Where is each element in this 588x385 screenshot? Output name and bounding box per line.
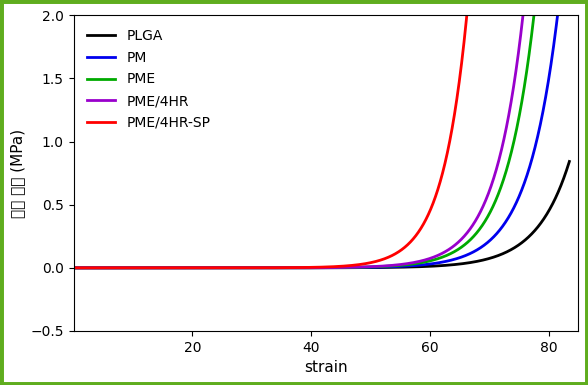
Y-axis label: 압축 강도 (MPa): 압축 강도 (MPa) <box>10 129 25 218</box>
PME/4HR <box>70 266 77 270</box>
PME/4HR-SP <box>301 265 308 270</box>
PME <box>449 251 456 255</box>
PLGA <box>70 266 77 270</box>
PM <box>305 266 312 270</box>
PLGA <box>551 197 558 202</box>
Line: PM: PM <box>74 16 557 268</box>
PM <box>292 266 299 270</box>
PME <box>95 266 102 270</box>
PME/4HR <box>302 265 309 270</box>
PM <box>95 266 102 270</box>
PM <box>540 107 547 111</box>
PME <box>70 266 77 270</box>
PME/4HR <box>290 266 297 270</box>
PME/4HR-SP <box>444 149 451 154</box>
PLGA <box>298 266 305 270</box>
PME/4HR <box>94 266 101 270</box>
PME/4HR-SP <box>94 266 101 270</box>
PLGA <box>460 261 467 266</box>
PM <box>554 13 561 18</box>
PLGA <box>566 159 573 164</box>
PLGA <box>552 197 559 201</box>
PLGA <box>311 266 318 270</box>
Legend: PLGA, PM, PME, PME/4HR, PME/4HR-SP: PLGA, PM, PME, PME/4HR, PME/4HR-SP <box>81 22 217 137</box>
X-axis label: strain: strain <box>304 360 348 375</box>
PME <box>304 265 311 270</box>
Line: PME/4HR-SP: PME/4HR-SP <box>74 0 549 268</box>
PME/4HR <box>446 246 453 251</box>
PM <box>540 108 547 112</box>
PM <box>70 266 77 270</box>
PME/4HR-SP <box>70 266 77 270</box>
Line: PLGA: PLGA <box>74 161 569 268</box>
Line: PME/4HR: PME/4HR <box>74 0 552 268</box>
Line: PME: PME <box>74 0 554 268</box>
PME <box>291 266 298 270</box>
PLGA <box>95 266 102 270</box>
PM <box>451 257 458 261</box>
PME/4HR-SP <box>288 265 295 270</box>
